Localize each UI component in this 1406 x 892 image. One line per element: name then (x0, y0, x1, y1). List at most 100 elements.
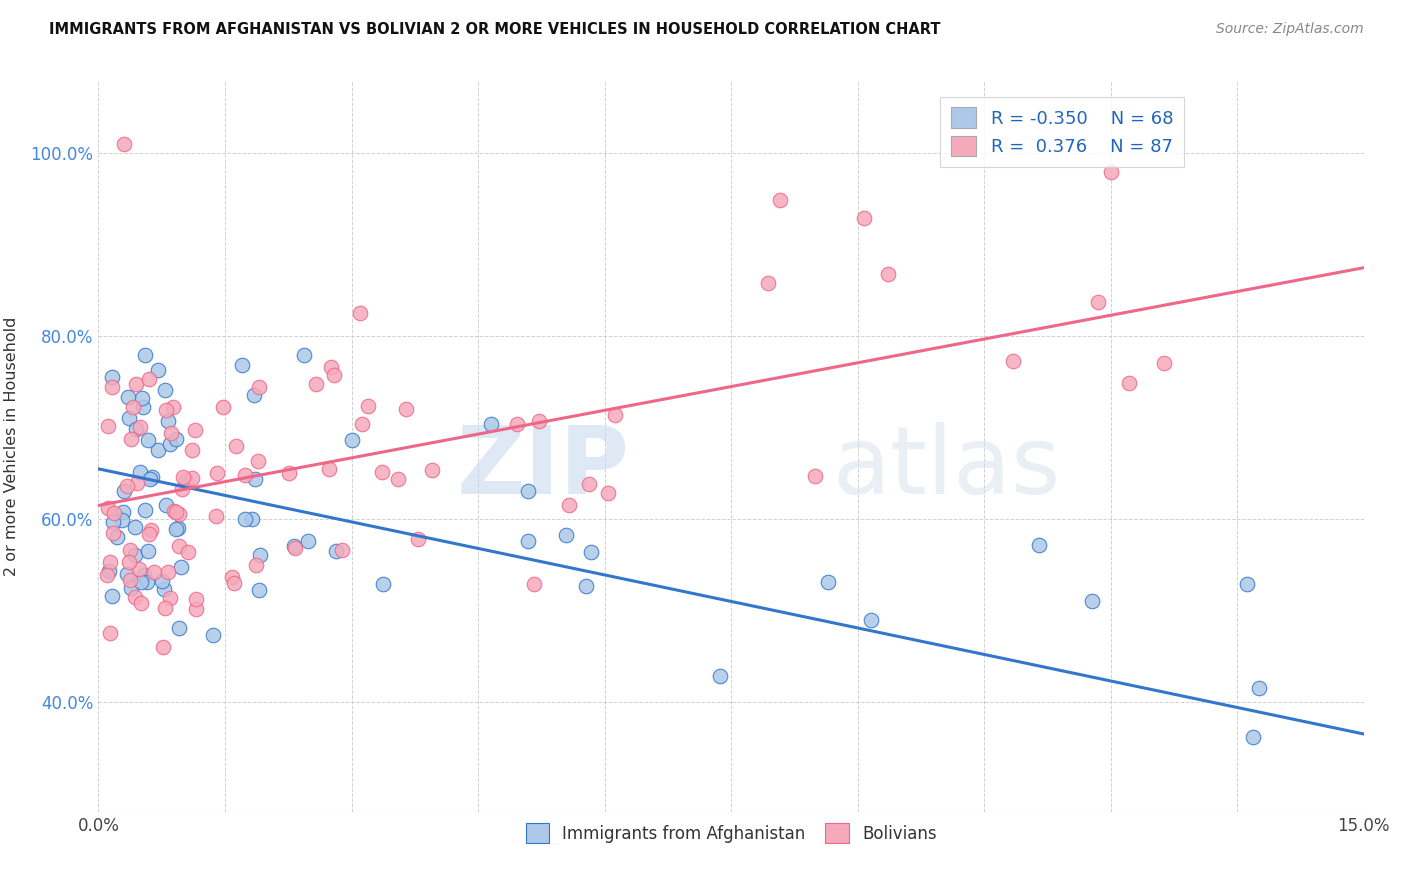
Point (128, 561, 150, 575)
Point (249, 548, 271, 562)
Point (205, 466, 228, 480)
Point (1241, 731, 1264, 745)
Point (129, 574, 152, 589)
Point (129, 420, 152, 434)
Point (340, 434, 363, 448)
Point (118, 411, 141, 425)
Point (134, 347, 156, 362)
Y-axis label: 2 or more Vehicles in Household: 2 or more Vehicles in Household (4, 317, 20, 575)
Point (803, 468, 825, 483)
Point (853, 211, 876, 225)
Point (170, 560, 193, 574)
Point (138, 433, 160, 447)
Point (167, 507, 190, 521)
Point (125, 476, 148, 491)
Point (111, 513, 134, 527)
Point (222, 576, 245, 591)
Point (155, 383, 177, 397)
Point (184, 592, 207, 607)
Point (578, 476, 600, 491)
Point (318, 462, 340, 476)
Point (558, 498, 581, 512)
Point (350, 417, 373, 431)
Point (243, 472, 266, 486)
Point (124, 520, 146, 534)
Point (1081, 594, 1104, 608)
Point (420, 462, 443, 476)
Point (112, 505, 135, 519)
Point (134, 502, 156, 516)
Point (605, 408, 627, 422)
Point (141, 523, 163, 537)
Point (138, 372, 160, 386)
Point (1087, 294, 1109, 309)
Point (172, 482, 194, 496)
Point (139, 472, 162, 486)
Point (115, 479, 138, 493)
Point (1247, 681, 1270, 695)
Point (877, 267, 900, 281)
Point (152, 640, 174, 654)
Point (506, 417, 529, 432)
Point (325, 544, 347, 558)
Point (184, 423, 207, 437)
Point (321, 360, 343, 375)
Point (155, 498, 177, 512)
Point (146, 362, 169, 376)
Point (120, 581, 142, 595)
Point (249, 380, 271, 394)
Point (134, 568, 156, 582)
Point (371, 465, 394, 479)
Point (292, 347, 315, 362)
Point (101, 525, 124, 540)
Point (159, 437, 181, 451)
Point (115, 567, 138, 582)
Point (153, 582, 176, 596)
Point (387, 472, 409, 486)
Text: Source: ZipAtlas.com: Source: ZipAtlas.com (1216, 22, 1364, 37)
Point (141, 470, 163, 484)
Point (523, 577, 546, 591)
Point (120, 433, 142, 447)
Point (103, 506, 125, 520)
Point (529, 414, 551, 428)
Point (132, 400, 155, 414)
Point (97, 564, 120, 578)
Point (1099, 164, 1122, 178)
Point (349, 305, 371, 319)
Point (284, 541, 307, 556)
Point (156, 414, 179, 428)
Point (246, 453, 269, 467)
Point (96, 568, 118, 582)
Point (101, 516, 124, 530)
Point (112, 137, 135, 152)
Point (138, 527, 160, 541)
Point (125, 422, 148, 436)
Point (186, 602, 208, 616)
Point (204, 509, 226, 524)
Point (860, 613, 883, 627)
Point (125, 377, 148, 392)
Point (231, 358, 253, 372)
Point (304, 376, 326, 391)
Point (135, 575, 157, 590)
Point (323, 368, 346, 382)
Point (167, 539, 190, 553)
Point (160, 425, 183, 440)
Point (148, 443, 170, 458)
Point (101, 380, 124, 394)
Point (1002, 353, 1025, 368)
Point (165, 432, 187, 446)
Point (165, 522, 187, 536)
Point (221, 570, 243, 584)
Point (118, 555, 141, 569)
Point (357, 399, 380, 413)
Legend: Immigrants from Afghanistan, Bolivians: Immigrants from Afghanistan, Bolivians (517, 815, 945, 851)
Point (247, 582, 270, 597)
Point (575, 579, 598, 593)
Point (117, 390, 139, 404)
Point (167, 621, 190, 635)
Point (332, 543, 354, 558)
Point (243, 388, 266, 402)
Point (172, 470, 194, 484)
